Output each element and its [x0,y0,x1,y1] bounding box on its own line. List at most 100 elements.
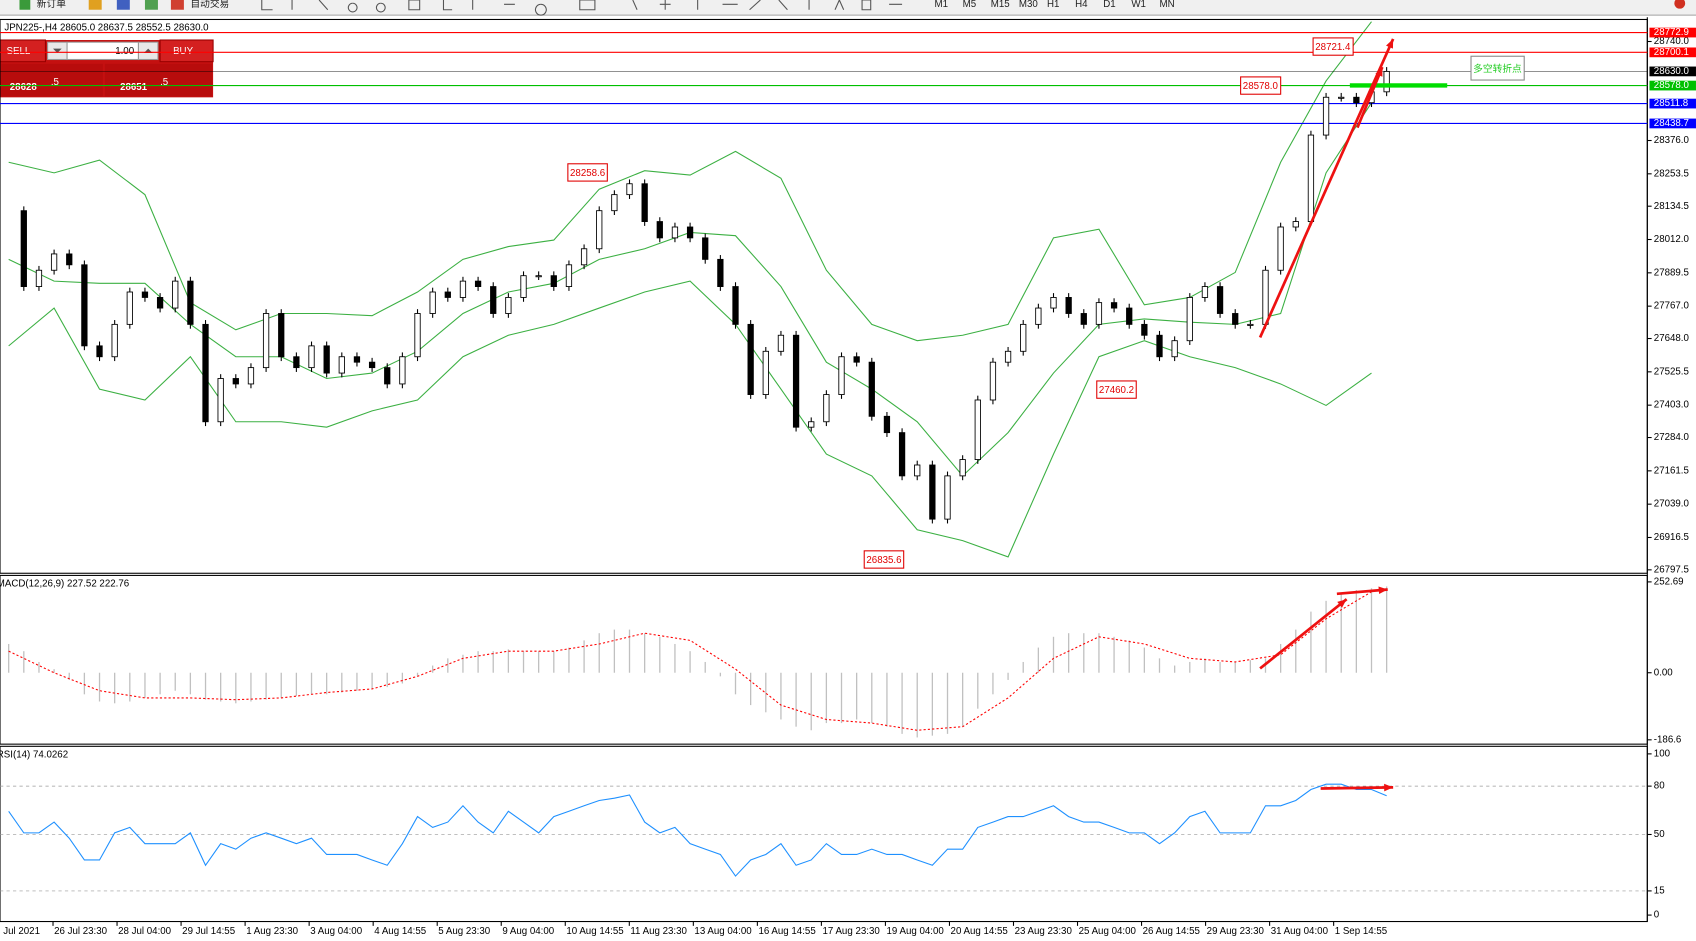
x-tick-label: 23 Aug 23:30 [1015,926,1073,937]
price-annotation: 28721.4 [1315,42,1351,53]
candle [641,183,648,222]
candle [293,356,300,369]
candle [1292,221,1299,228]
candle [944,475,951,520]
candle [686,226,694,239]
annotation-arrowhead [1378,586,1388,595]
bollinger-upper [8,21,1372,342]
candle [929,464,936,520]
candle [702,237,709,260]
rsi-panel: 100 80 50 15 0 RSI(14) 74.0262 [0,748,1671,920]
y-tick-label: -186.6 [1654,734,1682,745]
candle [1383,70,1390,93]
x-tick-label: 19 Aug 04:00 [887,926,945,937]
candle [323,345,330,374]
buy-button[interactable] [159,39,214,63]
candle [459,280,467,298]
candle [338,356,345,374]
timeframe-button[interactable]: M1 [935,0,949,10]
timeframe-button[interactable]: M30 [1019,0,1039,10]
candle [1247,323,1254,326]
auto-trading-button[interactable]: 自动交易 [190,0,229,10]
candle [808,421,815,428]
candle [550,275,557,288]
new-order-button[interactable]: 新订单 [37,0,66,10]
candle [1171,340,1178,358]
candlestick-panel: 28740.0 28376.0 28253.5 28134.5 28012.0 27889… [0,21,1696,575]
y-tick-label: 27284.0 [1654,432,1690,443]
candle [611,194,618,212]
annotation-arrow [1259,598,1348,670]
annotation-arrow [1258,38,1395,339]
candle [535,275,542,278]
candle [580,248,588,266]
x-tick-label: 4 Aug 14:55 [374,926,426,937]
x-tick-label: 11 Aug 23:30 [630,926,687,937]
timeframe-button[interactable]: M15 [991,0,1010,10]
price-level-label: 28772.9 [1654,27,1689,38]
candle [1262,269,1269,325]
candle [1277,226,1284,271]
buy-price-box[interactable] [104,63,213,97]
rsi-line [8,783,1387,877]
price-annotation-box [1240,76,1282,95]
price-level-label: 28700.1 [1654,47,1689,58]
candle [1156,334,1163,358]
y-tick-label: 50 [1654,829,1665,840]
y-tick-label: 80 [1654,781,1665,792]
price-level-tag [1649,118,1696,129]
x-tick-label: 29 Jul 14:55 [182,926,235,937]
timeframe-button[interactable]: D1 [1103,0,1115,10]
x-tick-label: 20 Aug 14:55 [951,926,1008,937]
price-annotation-box [863,550,905,569]
y-tick-label: 26797.5 [1654,564,1689,575]
y-tick-label: 28134.5 [1654,201,1689,212]
price-level-tag [1649,47,1696,58]
x-tick-label: 3 Aug 04:00 [310,926,362,937]
price-annotation: 28578.0 [1243,81,1279,92]
y-tick-label: 15 [1654,885,1665,896]
price-annotation-box [1096,380,1137,399]
alert-icon [1674,0,1686,9]
y-tick-label: 27161.5 [1654,465,1689,476]
sell-price-box[interactable] [1,63,103,97]
timeframe-button[interactable]: H1 [1047,0,1059,10]
candle [141,291,149,298]
candle [1095,302,1103,325]
candle [792,334,800,428]
buy-price: 28651 [120,82,148,93]
lot-value: 1.00 [115,46,135,57]
candle [520,275,527,298]
annotation-arrow [1320,786,1394,790]
candle [490,286,497,314]
candle [1338,96,1345,99]
candle [111,323,118,358]
candle [1050,297,1057,309]
y-tick-label: 27403.0 [1654,400,1690,411]
candle [838,356,845,395]
y-tick-label: 28376.0 [1654,135,1690,146]
candle [1353,96,1360,104]
toolbar-icon [116,0,130,10]
timeframe-button[interactable]: M5 [963,0,977,10]
annotation-arrowhead [1384,783,1394,792]
candle [1020,323,1027,352]
candle [596,210,603,250]
candle [81,264,88,347]
candle [898,432,906,477]
x-tick-label: 1 Aug 23:30 [246,926,298,937]
candle [353,356,361,363]
buy-label: BUY [173,46,194,57]
y-tick-label: 27889.5 [1654,267,1689,278]
y-tick-label: 27648.0 [1654,333,1690,344]
candle [1201,286,1209,298]
timeframe-button[interactable]: MN [1160,0,1175,10]
candle [262,313,270,369]
candle [732,286,739,325]
candle [762,350,769,395]
timeframe-button[interactable]: H4 [1075,0,1088,10]
price-annotation-box [1312,37,1354,56]
timeframe-button[interactable]: W1 [1131,0,1146,10]
candle [747,323,754,395]
